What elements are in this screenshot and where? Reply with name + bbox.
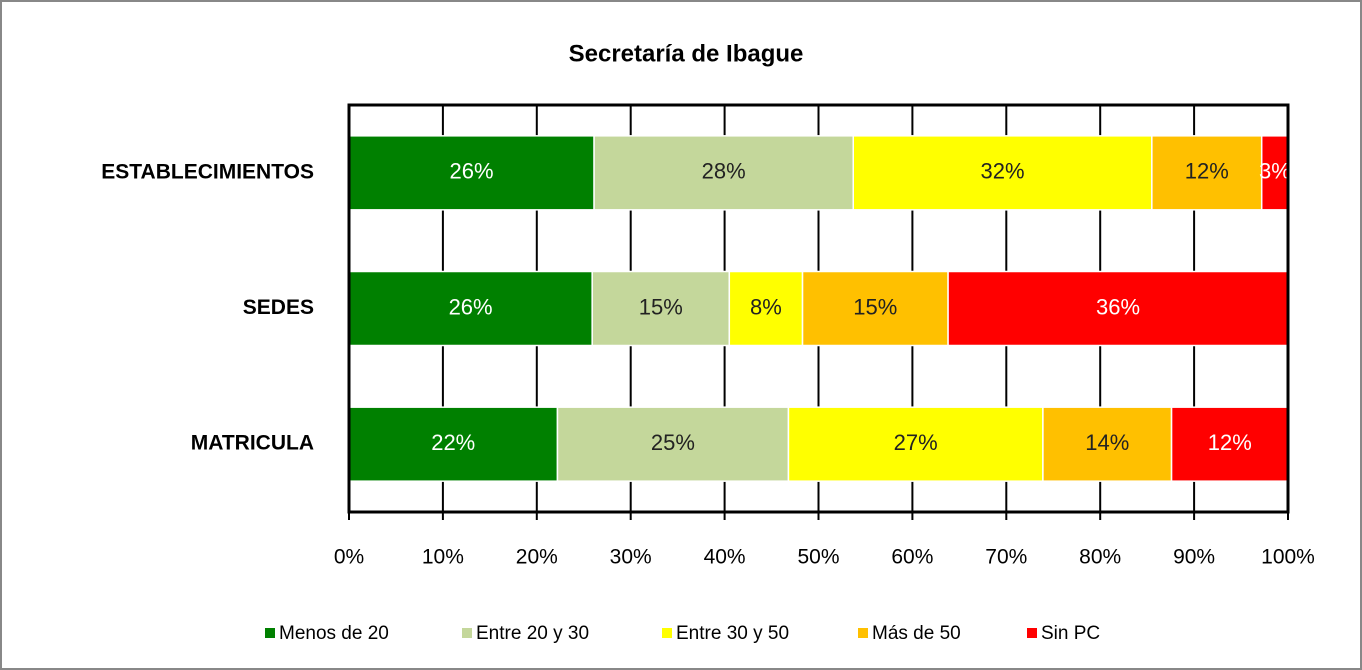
data-label: 26% <box>449 294 493 319</box>
data-label: 12% <box>1185 159 1229 184</box>
bar-segment <box>556 406 790 482</box>
bar-segment <box>852 135 1153 211</box>
legend-swatch <box>462 628 472 638</box>
data-label: 36% <box>1096 294 1140 319</box>
bar-segment <box>348 270 593 347</box>
y-tick-label: MATRICULA <box>191 432 314 455</box>
bar-segment <box>593 135 854 211</box>
data-label: 3% <box>1259 159 1291 184</box>
data-label: 26% <box>450 159 494 184</box>
x-tick-label: 40% <box>704 546 746 569</box>
bar-segment <box>1170 406 1289 482</box>
bar-segment <box>787 406 1044 482</box>
y-tick-label: SEDES <box>243 296 314 319</box>
legend-label: Entre 30 y 50 <box>676 623 789 644</box>
bar-segment <box>947 270 1289 347</box>
bar-segment <box>348 406 559 482</box>
x-tick-label: 60% <box>891 546 933 569</box>
legend-label: Menos de 20 <box>279 623 389 644</box>
x-tick-label: 90% <box>1173 546 1215 569</box>
legend-label: Sin PC <box>1041 623 1100 644</box>
data-label: 14% <box>1085 430 1129 455</box>
legend-label: Entre 20 y 30 <box>476 623 589 644</box>
data-label: 15% <box>639 294 683 319</box>
legend-label: Más de 50 <box>872 623 961 644</box>
data-label: 32% <box>981 159 1025 184</box>
x-tick-label: 20% <box>516 546 558 569</box>
bar-segment <box>1042 406 1173 482</box>
data-label: 15% <box>853 294 897 319</box>
bar-segment <box>728 270 804 347</box>
data-label: 22% <box>431 430 475 455</box>
x-tick-label: 10% <box>422 546 464 569</box>
bar-segment <box>348 135 595 211</box>
data-label: 8% <box>750 294 782 319</box>
legend-swatch <box>662 628 672 638</box>
bar-segment <box>1260 135 1289 211</box>
plot-border <box>347 103 1290 514</box>
y-tick-label: ESTABLECIMIENTOS <box>101 160 314 183</box>
chart-title: Secretaría de Ibague <box>569 40 804 67</box>
x-tick-label: 30% <box>610 546 652 569</box>
x-tick-label: 100% <box>1261 546 1315 569</box>
data-label: 27% <box>894 430 938 455</box>
data-label: 12% <box>1208 430 1252 455</box>
legend-swatch <box>265 628 275 638</box>
bar-segment <box>801 270 949 347</box>
x-tick-label: 80% <box>1079 546 1121 569</box>
x-tick-label: 50% <box>797 546 839 569</box>
x-tick-label: 70% <box>985 546 1027 569</box>
bar-segment <box>1151 135 1263 211</box>
legend-swatch <box>1027 628 1037 638</box>
x-tick-label: 0% <box>334 546 364 569</box>
legend-swatch <box>858 628 868 638</box>
data-label: 28% <box>702 159 746 184</box>
data-label: 25% <box>651 430 695 455</box>
